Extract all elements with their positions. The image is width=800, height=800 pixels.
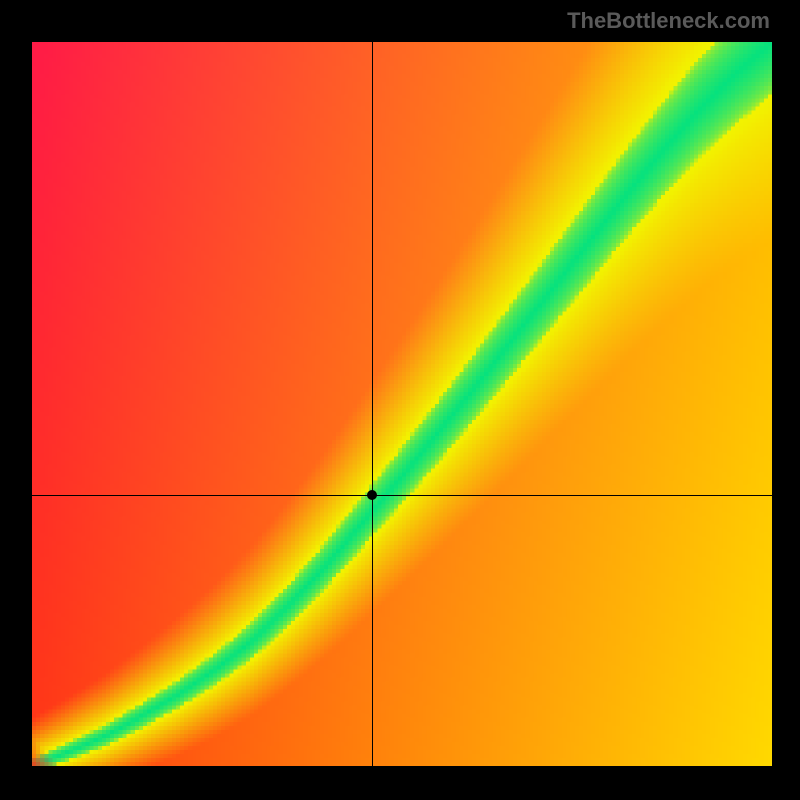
watermark-label: TheBottleneck.com bbox=[567, 8, 770, 34]
heatmap-canvas bbox=[32, 42, 772, 766]
chart-frame: TheBottleneck.com bbox=[0, 0, 800, 800]
heatmap-plot bbox=[32, 42, 772, 766]
